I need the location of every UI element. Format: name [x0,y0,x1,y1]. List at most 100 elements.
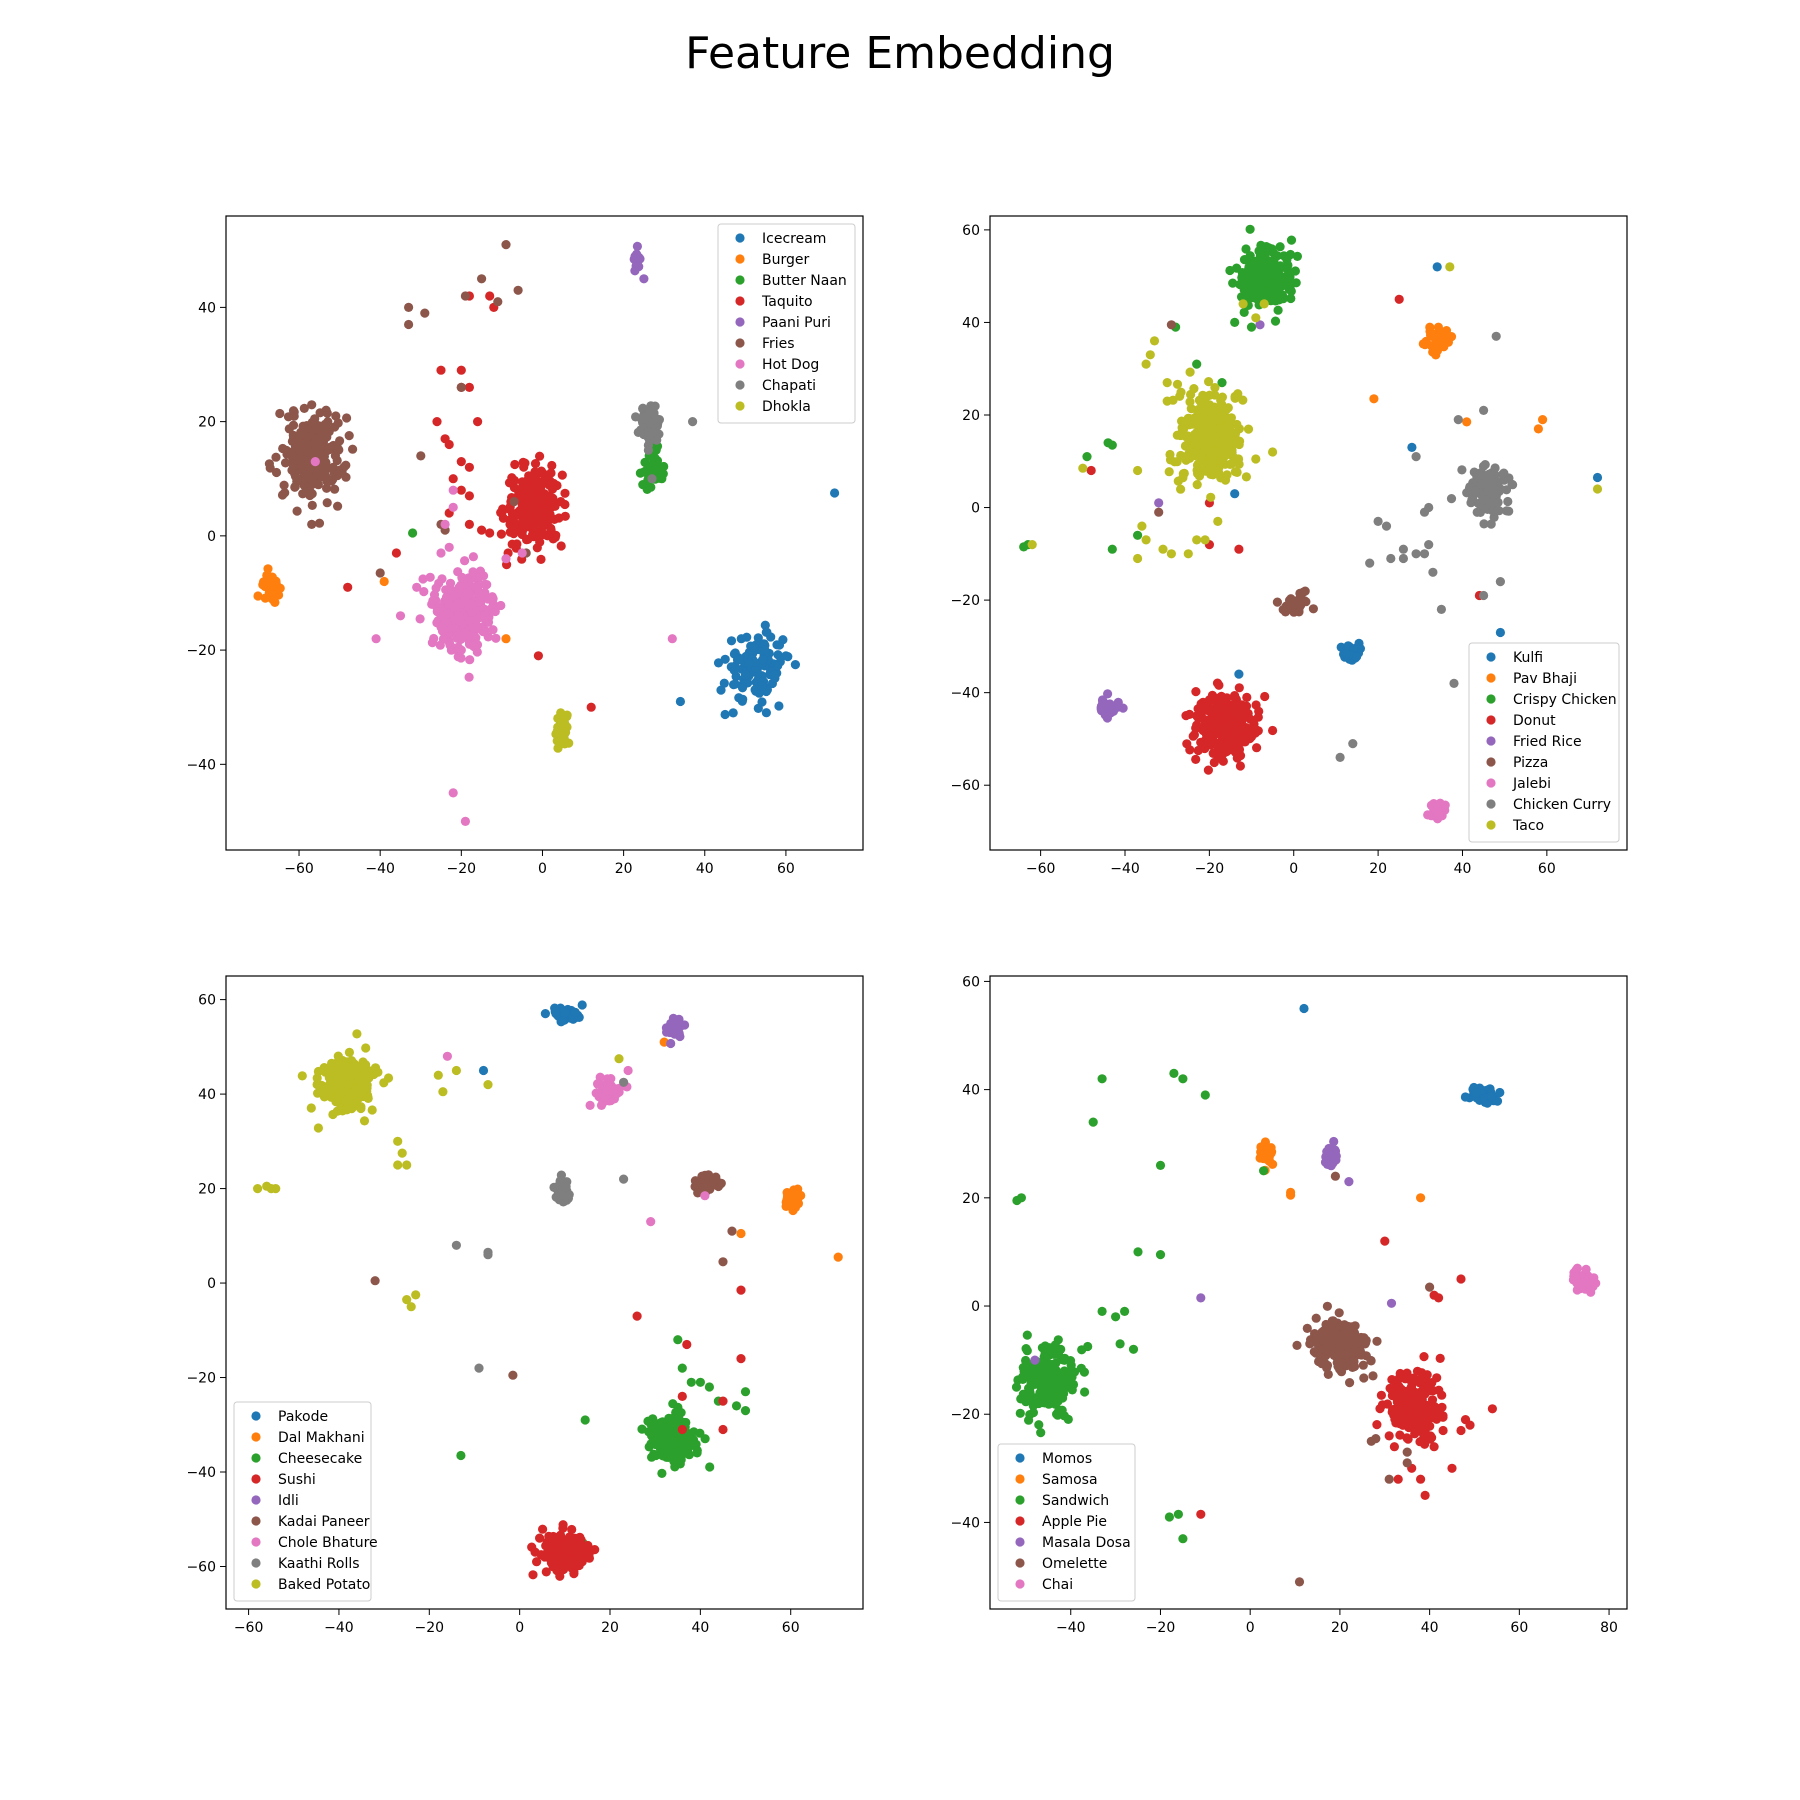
scatter-point [547,484,558,494]
scatter-point [1447,1463,1457,1473]
scatter-point [1352,652,1362,662]
scatter-point [1402,1447,1412,1457]
scatter-point [334,468,344,478]
scatter-point [1436,604,1446,615]
subplot-3: −60 −40 −20 0 20 40 60 −60 −40 −20 0 20 40 60 Pakode Da… [186,975,864,1636]
scatter-point [1398,544,1408,554]
scatter-point [1289,597,1299,608]
x-tick-label: 0 [515,1620,524,1636]
legend-label: Fries [762,336,795,352]
scatter-point [1106,706,1116,716]
scatter-point [1340,1321,1350,1332]
scatter-point [1172,457,1182,467]
scatter-point [519,462,529,472]
scatter-point [1133,530,1143,540]
legend-marker [1486,694,1496,704]
scatter-point [1217,695,1227,705]
scatter-point [705,1462,715,1472]
scatter-point [1266,246,1276,256]
scatter-point [560,499,570,510]
scatter-point [529,525,540,535]
scatter-point [316,1082,326,1092]
scatter-point [1207,427,1217,437]
scatter-point [1434,1293,1444,1303]
scatter-point [1420,1490,1430,1500]
legend-label: Sandwich [1042,1493,1109,1509]
scatter-point [726,662,736,672]
scatter-point [736,1354,746,1364]
scatter-point [477,525,487,535]
scatter-point [1286,293,1296,304]
scatter-point [560,1008,570,1018]
scatter-point [473,588,483,598]
scatter-point [1302,1323,1312,1333]
legend-marker [1015,1516,1025,1526]
scatter-point [379,576,389,587]
legend-marker [735,317,745,327]
legend-marker [1486,715,1496,725]
scatter-point [744,658,754,668]
x-tick-label: 40 [696,861,714,877]
scatter-point [1474,470,1484,480]
scatter-point [1188,731,1198,741]
scatter-point [1272,597,1282,607]
legend-label: Baked Potato [278,1577,370,1593]
scatter-point [258,580,268,590]
y-tick-label: 0 [207,529,216,545]
scatter-point [1107,544,1117,554]
scatter-point [710,1174,720,1184]
scatter-point [1238,705,1248,715]
scatter-point [465,616,475,626]
scatter-point [623,1065,633,1076]
scatter-point [593,1079,603,1089]
scatter-point [1172,379,1183,389]
scatter-point [641,411,652,421]
scatter-point [485,291,495,301]
scatter-point [702,1180,712,1190]
scatter-point [1049,1395,1059,1405]
scatter-point [1255,1153,1265,1163]
scatter-point [1059,1380,1069,1390]
scatter-point [675,696,686,707]
scatter-point [1178,1074,1188,1084]
scatter-point [442,609,452,619]
scatter-point [1245,224,1255,234]
legend-marker [251,1432,261,1442]
scatter-point [523,484,533,494]
y-tick-label: −60 [186,1559,216,1575]
scatter-point [1446,494,1457,504]
scatter-point [1495,627,1505,638]
scatter-point [433,1070,443,1080]
scatter-point [343,582,353,592]
scatter-point [1053,1335,1063,1345]
scatter-point [1424,502,1434,513]
scatter-point [363,1093,373,1103]
scatter-point [1408,1386,1418,1396]
scatter-point [1352,1338,1362,1348]
scatter-point [773,661,783,671]
x-tick-label: 40 [1421,1620,1439,1636]
scatter-point [395,611,406,621]
scatter-point [480,611,490,621]
scatter-point [1460,1092,1470,1102]
scatter-point [493,297,503,307]
scatter-point [1028,1408,1038,1418]
scatter-point [274,590,284,600]
scatter-point [538,1524,548,1534]
scatter-point [532,1557,542,1567]
scatter-point [402,1295,412,1305]
scatter-point [1504,506,1514,516]
series-burger [253,564,511,644]
scatter-point [700,1434,710,1444]
scatter-point [306,1103,316,1113]
scatter-point [569,1542,579,1552]
series-chole-bhature [442,1051,710,1227]
scatter-point [692,1448,702,1458]
scatter-point [271,452,281,462]
scatter-point [642,484,652,494]
scatter-point [288,420,299,430]
scatter-point [558,725,568,736]
scatter-point [1380,1236,1390,1246]
scatter-point [1495,1087,1505,1098]
scatter-point [1232,467,1242,477]
